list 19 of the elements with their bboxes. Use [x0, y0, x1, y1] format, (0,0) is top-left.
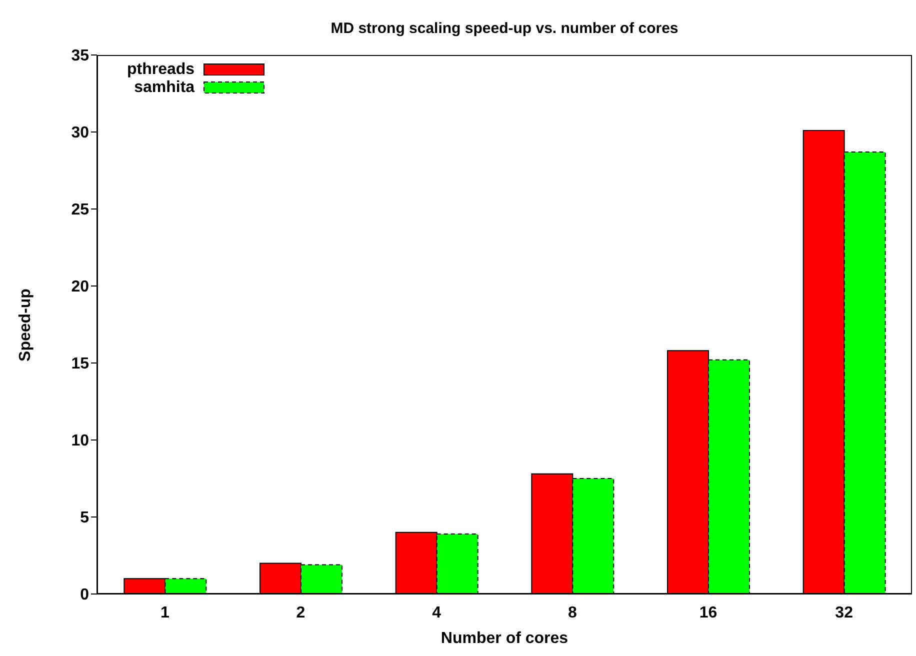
y-tick-label: 35	[71, 48, 90, 65]
y-tick-label: 0	[80, 586, 90, 604]
x-tick-label: 16	[699, 604, 718, 622]
y-axis-title: Speed-up	[17, 288, 35, 361]
x-tick-label: 8	[568, 604, 577, 622]
x-tick-label: 2	[296, 604, 306, 622]
legend-label: samhita	[134, 79, 195, 97]
x-tick-label: 1	[160, 604, 170, 622]
x-tick-label: 4	[432, 604, 442, 622]
legend-label: pthreads	[127, 61, 195, 79]
y-tick-label: 15	[71, 356, 90, 373]
x-tick-label: 32	[835, 604, 854, 622]
y-tick-label: 10	[71, 432, 90, 450]
chart-title: MD strong scaling speed-up vs. number of cores	[330, 20, 680, 37]
y-tick-label: 20	[71, 278, 90, 296]
x-axis-title: Number of cores	[440, 630, 570, 648]
y-tick-label: 25	[71, 202, 90, 219]
y-tick-label: 30	[71, 124, 90, 142]
y-tick-label: 5	[80, 510, 90, 527]
